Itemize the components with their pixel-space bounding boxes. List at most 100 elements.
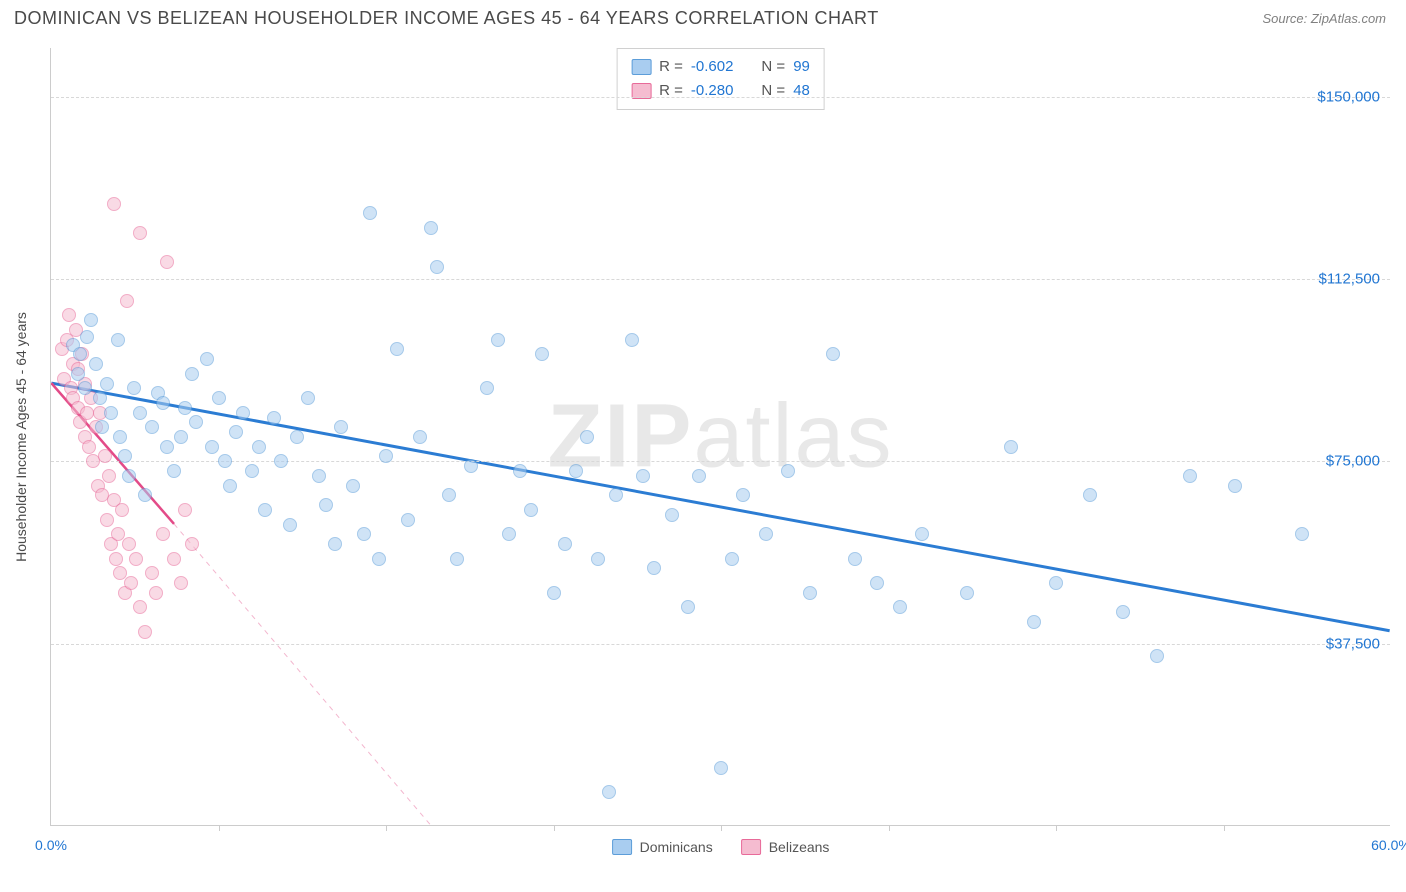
data-point: [569, 464, 583, 478]
data-point: [212, 391, 226, 405]
chart-area: ZIPatlas Householder Income Ages 45 - 64…: [50, 48, 1390, 826]
legend-swatch: [631, 59, 651, 75]
data-point: [178, 401, 192, 415]
data-point: [491, 333, 505, 347]
n-label: N =: [761, 79, 785, 103]
data-point: [665, 508, 679, 522]
data-point: [185, 537, 199, 551]
data-point: [513, 464, 527, 478]
data-point: [82, 440, 96, 454]
data-point: [390, 342, 404, 356]
data-point: [547, 586, 561, 600]
stats-row: R =-0.280N =48: [631, 79, 810, 103]
data-point: [524, 503, 538, 517]
r-value: -0.602: [691, 55, 734, 79]
data-point: [636, 469, 650, 483]
data-point: [252, 440, 266, 454]
legend-swatch: [612, 839, 632, 855]
data-point: [290, 430, 304, 444]
data-point: [223, 479, 237, 493]
data-point: [1295, 527, 1309, 541]
y-tick-label: $150,000: [1317, 88, 1380, 105]
y-tick-label: $75,000: [1326, 453, 1380, 470]
data-point: [535, 347, 549, 361]
data-point: [580, 430, 594, 444]
data-point: [848, 552, 862, 566]
gridline: [51, 279, 1390, 280]
r-label: R =: [659, 55, 683, 79]
data-point: [334, 420, 348, 434]
legend-item: Belizeans: [741, 839, 830, 855]
data-point: [78, 381, 92, 395]
data-point: [591, 552, 605, 566]
data-point: [245, 464, 259, 478]
data-point: [167, 464, 181, 478]
data-point: [558, 537, 572, 551]
data-point: [178, 503, 192, 517]
y-axis-label: Householder Income Ages 45 - 64 years: [13, 312, 29, 562]
data-point: [185, 367, 199, 381]
data-point: [502, 527, 516, 541]
x-tick: [219, 825, 220, 831]
legend-item: Dominicans: [612, 839, 713, 855]
data-point: [379, 449, 393, 463]
data-point: [95, 420, 109, 434]
data-point: [89, 357, 103, 371]
data-point: [113, 430, 127, 444]
data-point: [1027, 615, 1041, 629]
data-point: [870, 576, 884, 590]
data-point: [200, 352, 214, 366]
chart-svg: [51, 48, 1390, 825]
data-point: [464, 459, 478, 473]
data-point: [625, 333, 639, 347]
data-point: [346, 479, 360, 493]
data-point: [915, 527, 929, 541]
stats-legend: R =-0.602N =99R =-0.280N =48: [616, 48, 825, 110]
data-point: [120, 294, 134, 308]
x-tick-label: 0.0%: [35, 837, 67, 853]
legend-label: Belizeans: [769, 839, 830, 855]
data-point: [133, 226, 147, 240]
gridline: [51, 97, 1390, 98]
data-point: [602, 785, 616, 799]
data-point: [781, 464, 795, 478]
data-point: [71, 367, 85, 381]
data-point: [73, 347, 87, 361]
data-point: [107, 197, 121, 211]
data-point: [401, 513, 415, 527]
data-point: [98, 449, 112, 463]
chart-title: DOMINICAN VS BELIZEAN HOUSEHOLDER INCOME…: [14, 8, 879, 29]
data-point: [424, 221, 438, 235]
data-point: [609, 488, 623, 502]
legend-swatch: [741, 839, 761, 855]
data-point: [736, 488, 750, 502]
y-tick-label: $112,500: [1319, 270, 1380, 287]
r-label: R =: [659, 79, 683, 103]
data-point: [681, 600, 695, 614]
data-point: [725, 552, 739, 566]
data-point: [357, 527, 371, 541]
data-point: [124, 576, 138, 590]
data-point: [258, 503, 272, 517]
data-point: [1116, 605, 1130, 619]
data-point: [167, 552, 181, 566]
data-point: [960, 586, 974, 600]
data-point: [1049, 576, 1063, 590]
data-point: [100, 377, 114, 391]
data-point: [111, 333, 125, 347]
data-point: [80, 330, 94, 344]
data-point: [1183, 469, 1197, 483]
data-point: [122, 537, 136, 551]
data-point: [1004, 440, 1018, 454]
data-point: [100, 513, 114, 527]
x-tick: [386, 825, 387, 831]
data-point: [826, 347, 840, 361]
data-point: [236, 406, 250, 420]
data-point: [189, 415, 203, 429]
n-label: N =: [761, 55, 785, 79]
data-point: [714, 761, 728, 775]
gridline: [51, 644, 1390, 645]
data-point: [129, 552, 143, 566]
data-point: [413, 430, 427, 444]
data-point: [145, 566, 159, 580]
